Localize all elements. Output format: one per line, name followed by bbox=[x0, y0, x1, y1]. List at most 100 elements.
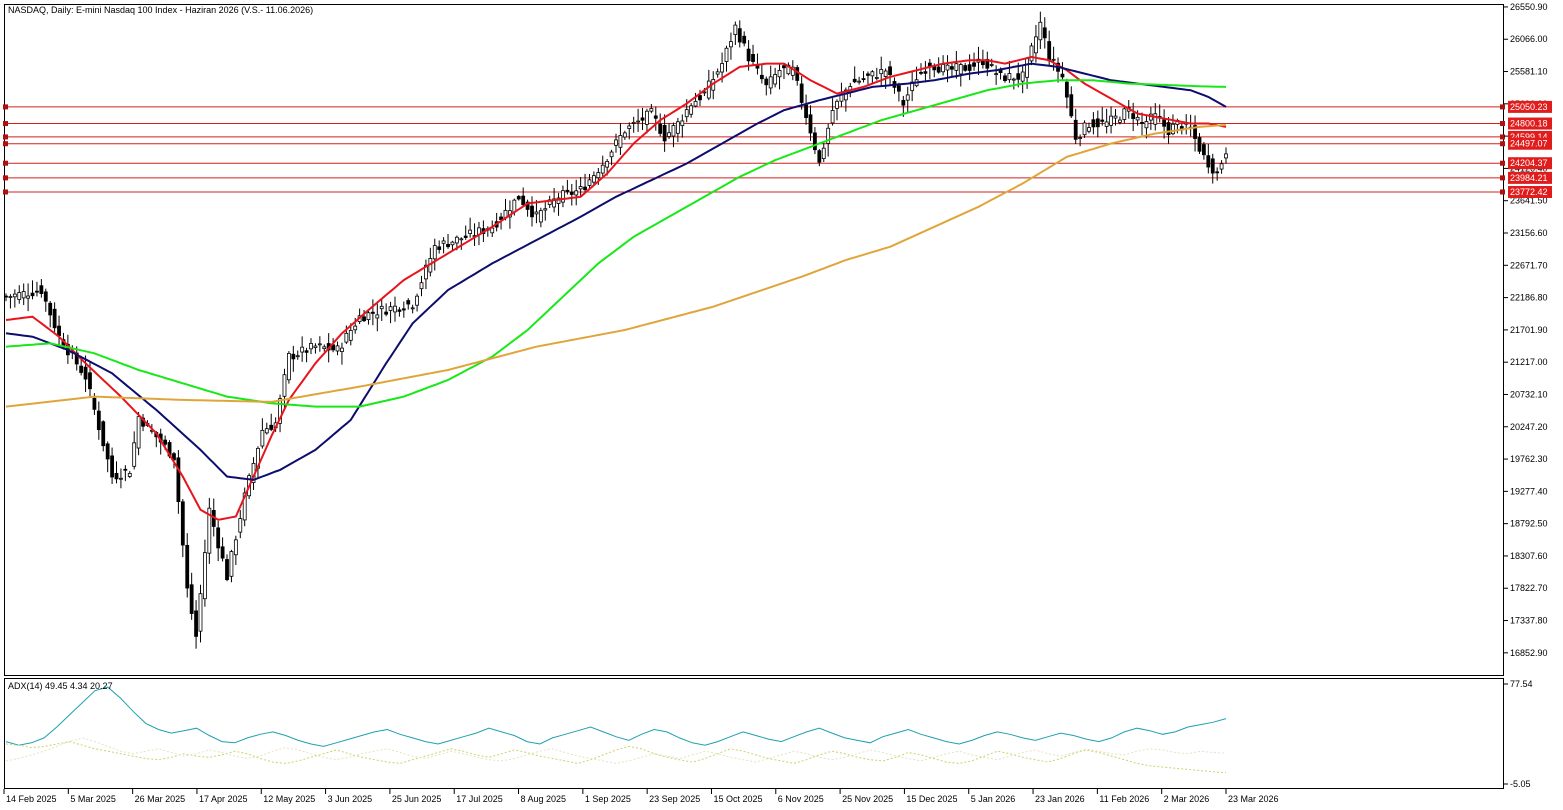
candle bbox=[1215, 167, 1220, 181]
candle bbox=[406, 298, 411, 310]
candle bbox=[759, 63, 764, 84]
candle bbox=[286, 351, 291, 384]
candle bbox=[340, 342, 344, 365]
candle bbox=[282, 368, 287, 409]
price-level-marker bbox=[3, 141, 8, 147]
candle bbox=[229, 549, 234, 583]
candle bbox=[291, 345, 296, 372]
candle bbox=[424, 259, 428, 290]
candle bbox=[1064, 78, 1069, 109]
candle bbox=[1003, 73, 1007, 83]
candle bbox=[835, 99, 839, 121]
price-level-label: 25050.23 bbox=[1510, 102, 1548, 112]
price-level-marker bbox=[3, 121, 8, 127]
candle bbox=[782, 63, 786, 80]
adx-plot-frame bbox=[4, 678, 1504, 789]
candle bbox=[1166, 116, 1171, 144]
time-axis-label: 8 Aug 2025 bbox=[521, 794, 567, 804]
adx-plot[interactable]: ADX(14) 49.45 4.34 20.27 bbox=[4, 678, 1504, 789]
candle bbox=[397, 307, 402, 317]
ma-line-ma-mid bbox=[5, 62, 1227, 481]
candle bbox=[30, 280, 35, 300]
time-axis-label: 25 Jun 2025 bbox=[392, 794, 442, 804]
candle bbox=[729, 32, 733, 60]
adx-line-minus-di bbox=[5, 737, 1227, 764]
candle bbox=[1206, 143, 1211, 174]
candle bbox=[43, 288, 48, 312]
price-level-label: 24497.07 bbox=[1510, 139, 1548, 149]
candle bbox=[1020, 64, 1025, 94]
candle bbox=[101, 420, 106, 452]
price-axis-label: 26066.00 bbox=[1510, 34, 1548, 44]
candle bbox=[322, 344, 327, 352]
candle bbox=[176, 450, 181, 514]
candle bbox=[733, 21, 738, 45]
candle bbox=[830, 98, 835, 126]
candle bbox=[375, 303, 380, 332]
price-axis-label: 18792.50 bbox=[1510, 519, 1548, 529]
candle bbox=[538, 207, 543, 228]
candle bbox=[185, 533, 190, 598]
candle bbox=[1011, 77, 1016, 90]
candle bbox=[300, 336, 305, 362]
candle bbox=[39, 279, 44, 298]
candle bbox=[1118, 116, 1122, 125]
time-axis-label: 5 Jan 2026 bbox=[971, 794, 1016, 804]
candle bbox=[742, 31, 747, 47]
time-axis-label: 3 Jun 2025 bbox=[328, 794, 373, 804]
candle bbox=[587, 173, 592, 189]
price-axis-label: 18307.60 bbox=[1510, 551, 1548, 561]
candle bbox=[773, 67, 778, 88]
candle bbox=[1131, 102, 1136, 132]
candle bbox=[309, 338, 313, 355]
candle bbox=[119, 468, 123, 489]
candles bbox=[4, 11, 1228, 649]
candle bbox=[1073, 108, 1078, 144]
price-axis-label: 19277.40 bbox=[1510, 486, 1548, 496]
candle bbox=[614, 133, 618, 153]
candle bbox=[260, 418, 265, 449]
candle bbox=[468, 217, 473, 238]
candle bbox=[26, 283, 31, 312]
time-axis-label: 12 May 2025 bbox=[263, 794, 315, 804]
time-axis-label: 26 Mar 2025 bbox=[135, 794, 186, 804]
price-axis-label: 21217.00 bbox=[1510, 357, 1548, 367]
price-level-marker bbox=[1500, 141, 1505, 147]
candle bbox=[764, 76, 769, 96]
candle bbox=[521, 187, 526, 208]
candle bbox=[1042, 17, 1047, 49]
candle bbox=[1144, 114, 1149, 139]
time-axis-label: 17 Apr 2025 bbox=[199, 794, 248, 804]
candle bbox=[658, 113, 663, 137]
candle bbox=[715, 68, 720, 78]
time-axis-label: 25 Nov 2025 bbox=[842, 794, 893, 804]
candle bbox=[401, 301, 406, 318]
candle bbox=[1210, 153, 1215, 184]
candle bbox=[768, 65, 773, 95]
candle bbox=[530, 196, 534, 227]
candle bbox=[313, 343, 318, 354]
candle bbox=[8, 294, 13, 309]
candle bbox=[83, 355, 88, 393]
candle bbox=[1069, 86, 1074, 119]
time-axis-label: 1 Sep 2025 bbox=[585, 794, 631, 804]
candle bbox=[1087, 122, 1091, 134]
price-level-marker bbox=[3, 134, 8, 140]
candle bbox=[432, 238, 437, 271]
candle bbox=[441, 237, 446, 254]
time-axis-label: 5 Mar 2025 bbox=[70, 794, 116, 804]
candle bbox=[12, 289, 17, 308]
price-axis-label: 17822.70 bbox=[1510, 583, 1548, 593]
candle bbox=[225, 554, 229, 582]
candle bbox=[490, 220, 495, 238]
candle bbox=[675, 117, 680, 143]
candle bbox=[1029, 42, 1034, 66]
candle bbox=[335, 341, 340, 356]
time-axis-label: 15 Dec 2025 bbox=[906, 794, 957, 804]
price-axis-label: 16852.90 bbox=[1510, 648, 1548, 658]
candle bbox=[813, 127, 817, 155]
time-axis-label: 2 Mar 2026 bbox=[1164, 794, 1210, 804]
ma-line-ma-long bbox=[5, 123, 1227, 408]
main-plot[interactable]: NASDAQ, Daily: E-mini Nasdaq 100 Index -… bbox=[3, 4, 1505, 676]
candle bbox=[463, 225, 468, 240]
